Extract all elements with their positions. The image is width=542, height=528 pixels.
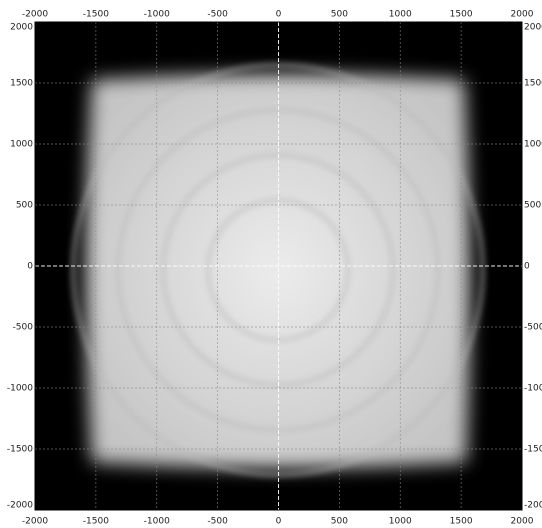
y-tick-label-right: -2000 <box>524 501 542 511</box>
y-tick-label-left: 1500 <box>10 79 33 89</box>
x-tick-label-top: 1000 <box>389 10 412 20</box>
y-tick-label-right: -1500 <box>524 445 542 455</box>
grid <box>35 22 522 510</box>
x-tick-label-top: 2000 <box>511 10 534 20</box>
y-tick-label-right: 0 <box>524 262 530 272</box>
y-tick-label-left: 1000 <box>10 140 33 150</box>
y-tick-label-right: -500 <box>524 323 542 333</box>
y-tick-label-left: 2000 <box>10 23 33 33</box>
y-tick-label-right: 1500 <box>524 79 542 89</box>
x-tick-label-bottom: -2000 <box>22 517 48 527</box>
x-tick-label-top: -2000 <box>22 10 48 20</box>
x-tick-label-top: -500 <box>207 10 228 20</box>
x-tick-label-bottom: -1000 <box>144 517 170 527</box>
x-tick-label-bottom: 0 <box>276 517 282 527</box>
tick-labels: -2000 -2000 -1500 -1500 -1000 -1000 -500 -500 0 0… <box>7 10 542 527</box>
y-tick-label-left: -1500 <box>7 445 33 455</box>
plot-frame <box>34 21 523 511</box>
x-tick-label-top: 500 <box>331 10 348 20</box>
y-tick-label-right: -1000 <box>524 384 542 394</box>
x-tick-label-top: 1500 <box>450 10 473 20</box>
x-tick-label-bottom: 1000 <box>389 517 412 527</box>
y-tick-label-left: -2000 <box>7 501 33 511</box>
x-tick-label-bottom: -1500 <box>83 517 109 527</box>
y-tick-label-left: -500 <box>13 323 34 333</box>
y-tick-label-right: 2000 <box>524 23 542 33</box>
x-tick-label-bottom: 1500 <box>450 517 473 527</box>
x-tick-label-top: 0 <box>276 10 282 20</box>
y-tick-label-right: 500 <box>524 201 541 211</box>
y-tick-label-left: 0 <box>27 262 33 272</box>
x-tick-label-bottom: 2000 <box>511 517 534 527</box>
beam-spot <box>86 74 470 468</box>
y-tick-label-left: 500 <box>16 201 33 211</box>
x-tick-label-top: -1500 <box>83 10 109 20</box>
y-tick-label-right: 1000 <box>524 140 542 150</box>
x-tick-label-bottom: -500 <box>207 517 228 527</box>
y-tick-label-left: -1000 <box>7 384 33 394</box>
x-tick-label-bottom: 500 <box>331 517 348 527</box>
x-tick-label-top: -1000 <box>144 10 170 20</box>
